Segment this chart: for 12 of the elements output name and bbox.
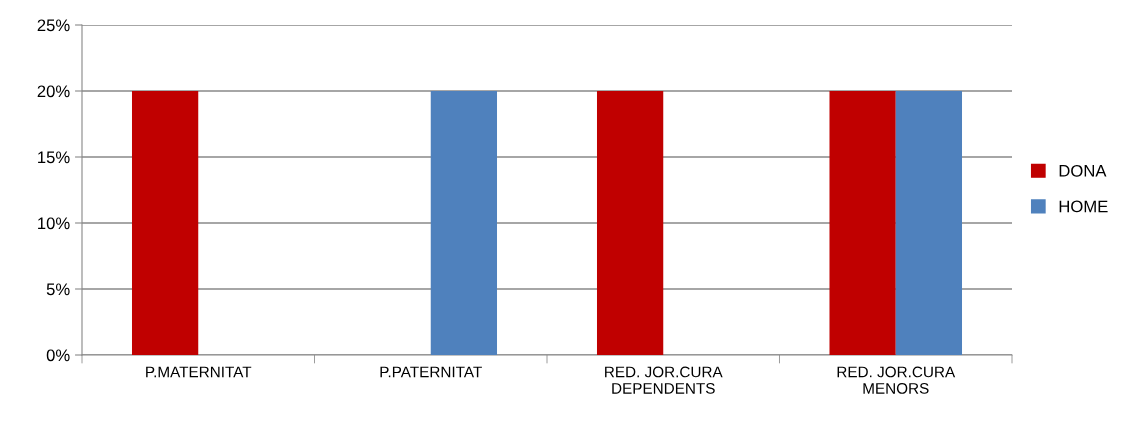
x-tick-label: RED. JOR.CURA MENORS — [837, 366, 956, 394]
x-tick-label: P.PATERNITAT — [380, 366, 482, 378]
y-tick-label: 20% — [37, 85, 70, 98]
y-tick-label: 10% — [38, 217, 70, 230]
y-tick-label: 5% — [46, 283, 70, 296]
legend-label: DONA — [1059, 164, 1107, 177]
y-tick-label: 15% — [38, 151, 70, 164]
y-tick-label: 0% — [46, 349, 70, 362]
x-tick-label: RED. JOR.CURA DEPENDENTS — [605, 366, 723, 394]
legend-label: HOME — [1059, 200, 1108, 213]
y-tick-label: 25% — [37, 19, 70, 32]
x-tick-label: P.MATERNITAT — [146, 366, 252, 378]
